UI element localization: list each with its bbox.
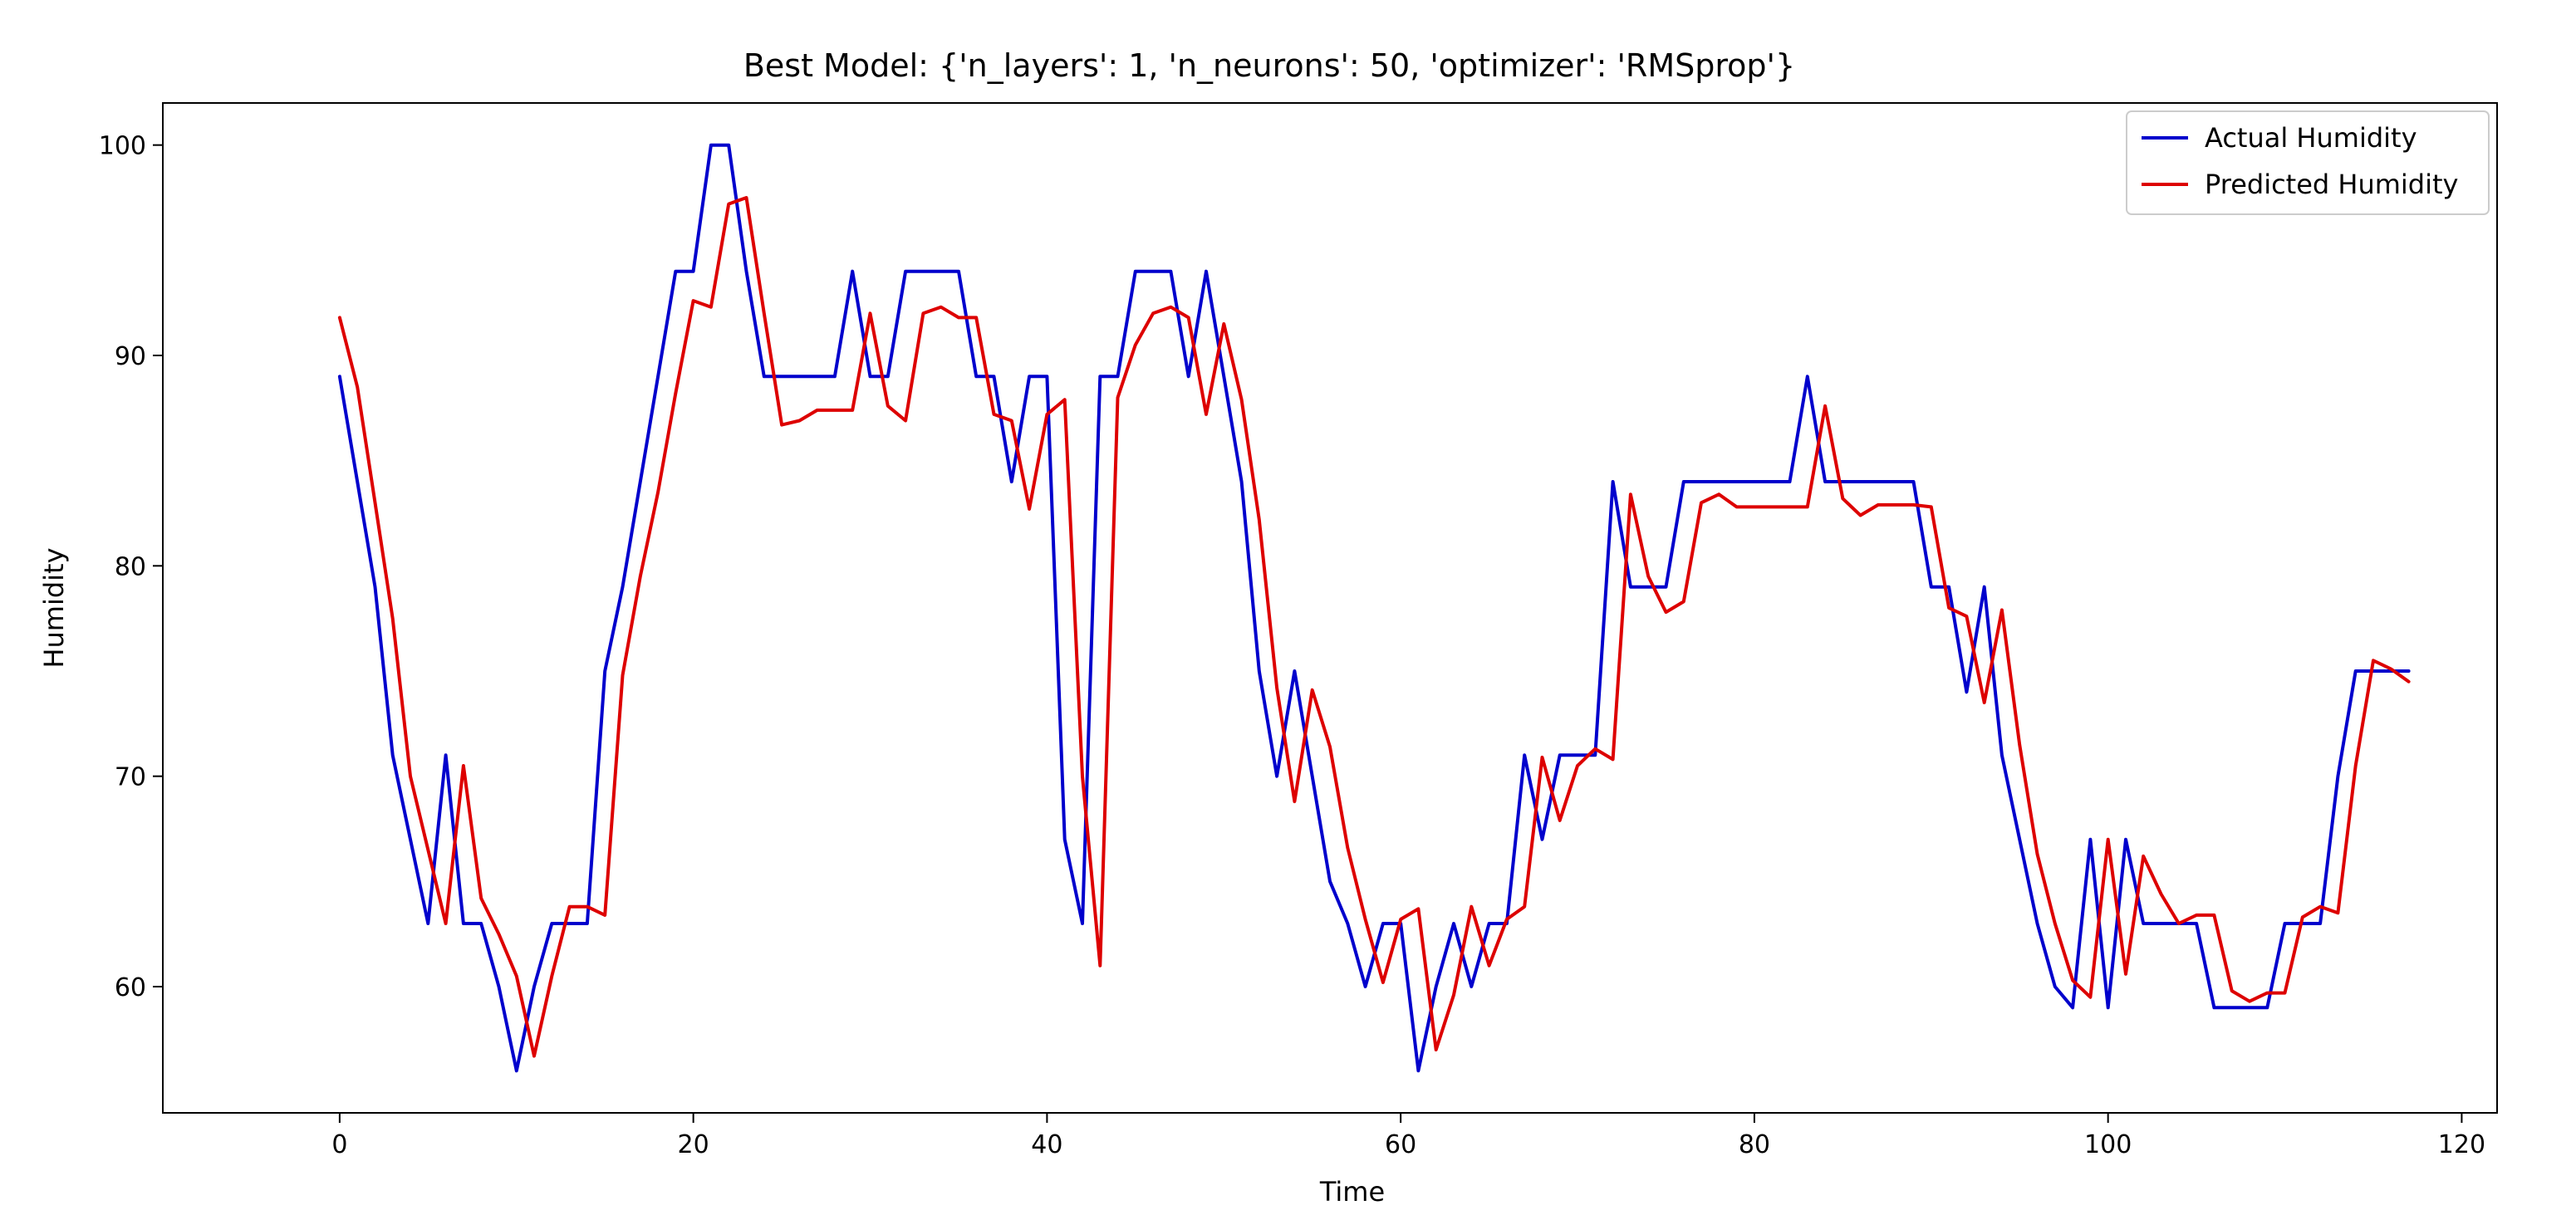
x-tick-label: 0: [331, 1130, 347, 1159]
y-axis-label: Humidity: [38, 547, 70, 668]
legend-label: Actual Humidity: [2205, 122, 2417, 154]
y-tick-label: 60: [115, 973, 146, 1002]
plot-area: [162, 102, 2498, 1114]
plot-frame: [162, 102, 2498, 1114]
x-tick-label: 120: [2438, 1130, 2485, 1159]
series-lines: [337, 143, 2411, 1073]
series-line-predicted-humidity: [337, 196, 2411, 1058]
y-tick-label: 90: [115, 342, 146, 371]
y-axis: 60 70 80 90 100: [99, 132, 163, 1002]
legend: Actual Humidity Predicted Humidity: [2126, 110, 2490, 215]
chart-title: Best Model: {'n_layers': 1, 'n_neurons':…: [743, 47, 1795, 84]
x-tick-label: 80: [1739, 1130, 1770, 1159]
y-tick-label: 80: [115, 552, 146, 581]
legend-box: [2126, 110, 2490, 215]
x-axis: 0 20 40 60 80 100 120: [331, 1113, 2485, 1159]
x-tick-label: 40: [1031, 1130, 1062, 1159]
x-tick-label: 60: [1385, 1130, 1416, 1159]
x-tick-label: 20: [678, 1130, 709, 1159]
x-axis-label: Time: [1319, 1176, 1385, 1208]
x-tick-label: 100: [2084, 1130, 2132, 1159]
legend-label: Predicted Humidity: [2205, 169, 2458, 200]
y-tick-label: 70: [115, 763, 146, 792]
y-tick-label: 100: [99, 132, 146, 161]
